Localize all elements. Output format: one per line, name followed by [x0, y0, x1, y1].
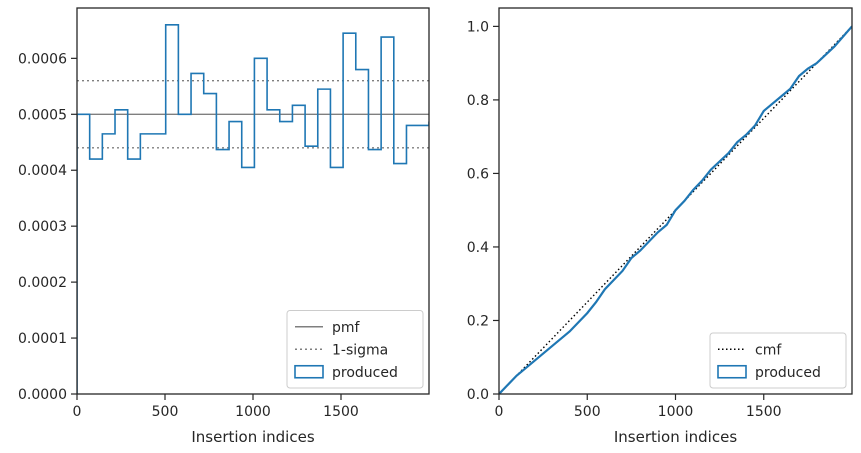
produced-step-line	[77, 23, 429, 394]
produced-series-line	[499, 25, 852, 394]
cmf-cumulative-chart: 0 500 1000 1500 0.0 0.2 0.4 0.6 0.8 1.0 Insertion …	[467, 7, 853, 446]
y-tick-label: 0.2	[467, 313, 489, 329]
x-tick-label: 500	[574, 404, 601, 420]
legend-label-cmf: cmf	[755, 342, 782, 358]
x-tick-label: 1000	[658, 404, 694, 420]
cmf-series-line	[499, 25, 852, 394]
y-tick-label: 0.0001	[18, 331, 67, 347]
x-tick-label: 0	[495, 404, 504, 420]
legend-swatch-produced	[294, 364, 324, 379]
plot-area	[77, 23, 429, 394]
x-tick-label: 1500	[323, 404, 359, 420]
x-axis-label: Insertion indices	[191, 428, 314, 446]
legend-swatch-produced	[717, 364, 747, 379]
x-tick-label: 0	[73, 404, 82, 420]
y-tick-label: 1.0	[467, 19, 489, 35]
pmf-histogram-chart: 0 500 1000 1500 0.0000 0.0001 0.0002 0.0003 0.00…	[18, 7, 430, 446]
y-tick-label: 0.0000	[18, 387, 67, 403]
x-axis-label: Insertion indices	[614, 428, 737, 446]
x-tick-label: 500	[152, 404, 179, 420]
x-tick-label: 1500	[746, 404, 782, 420]
legend: cmf produced	[709, 332, 847, 389]
y-tick-label: 0.8	[467, 93, 489, 109]
legend-label-pmf: pmf	[332, 320, 361, 336]
y-tick-label: 0.0	[467, 387, 489, 403]
y-tick-label: 0.0006	[18, 51, 67, 67]
legend-label-1-sigma: 1-sigma	[332, 342, 388, 358]
x-tick-label: 1000	[235, 404, 271, 420]
y-tick-label: 0.0005	[18, 107, 67, 123]
legend-label-produced: produced	[332, 365, 398, 381]
y-tick-label: 0.4	[467, 240, 489, 256]
y-tick-label: 0.0002	[18, 275, 67, 291]
legend-label-produced: produced	[755, 365, 821, 381]
plot-area	[499, 25, 852, 394]
y-tick-label: 0.0004	[18, 163, 67, 179]
legend-frame	[286, 310, 424, 389]
y-tick-label: 0.6	[467, 166, 489, 182]
y-tick-label: 0.0003	[18, 219, 67, 235]
legend: pmf 1-sigma produced	[286, 310, 424, 389]
legend-frame	[709, 332, 847, 389]
